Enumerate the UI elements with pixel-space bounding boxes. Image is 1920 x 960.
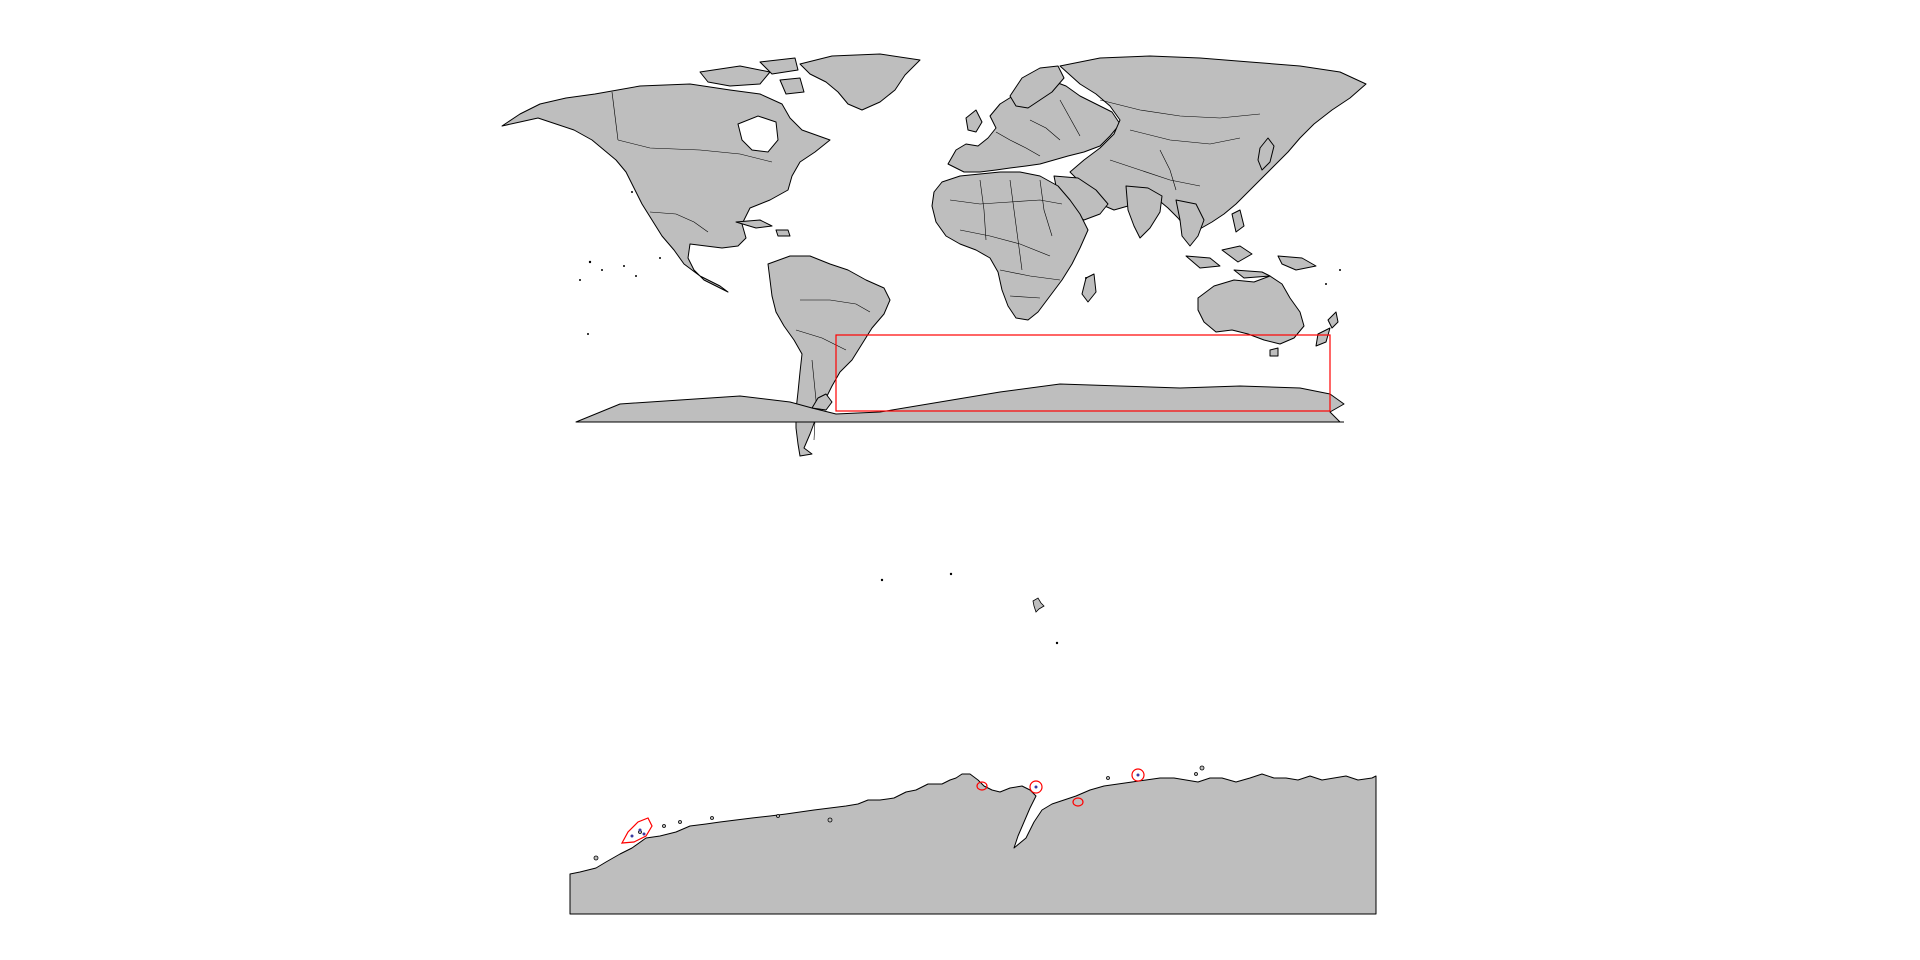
study-site-point	[1136, 773, 1140, 777]
country-border	[949, 199, 1063, 205]
philippines-island	[1231, 209, 1245, 233]
indonesia-island	[1221, 245, 1253, 263]
country-border	[1039, 179, 1053, 237]
arctic-island	[759, 57, 799, 75]
island-speck	[635, 275, 637, 277]
island-speck	[1085, 277, 1087, 279]
country-border	[1099, 99, 1261, 119]
coastal-island	[678, 820, 682, 824]
british-isles	[965, 109, 983, 133]
study-site-ring	[620, 817, 653, 844]
tasmania-island	[1269, 347, 1279, 357]
study-extent-box	[835, 334, 1331, 412]
africa-landmass	[931, 171, 1089, 321]
country-border	[811, 359, 817, 441]
country-border	[611, 91, 619, 141]
country-border	[1029, 119, 1061, 141]
madagascar-island	[1081, 273, 1097, 303]
study-site-ring	[1072, 797, 1084, 807]
coastal-island	[710, 816, 714, 820]
study-site-ring	[976, 781, 988, 791]
coastal-island	[776, 814, 780, 818]
indian-subcontinent	[1125, 185, 1163, 239]
country-border	[800, 299, 871, 313]
subantarctic-island	[880, 578, 884, 582]
country-border	[999, 269, 1061, 281]
country-border	[979, 179, 987, 241]
greenland-landmass	[799, 53, 921, 111]
coastal-island	[1106, 776, 1110, 780]
island-speck	[587, 333, 589, 335]
kerguelen-island	[1032, 597, 1045, 613]
country-border	[649, 211, 709, 233]
coastal-island	[1194, 772, 1198, 776]
country-border	[795, 329, 847, 351]
study-site-point	[1034, 785, 1038, 789]
subantarctic-island	[1055, 641, 1059, 645]
coastal-island	[662, 824, 666, 828]
country-border	[617, 139, 773, 163]
country-border	[1009, 179, 1023, 271]
country-border	[995, 131, 1041, 157]
coastal-island	[827, 817, 833, 823]
country-border	[959, 229, 1051, 257]
scandinavia-landmass	[1009, 65, 1065, 109]
antarctic-peninsula	[811, 393, 833, 411]
antarctica-coastline	[569, 773, 1377, 915]
japan-islands	[1257, 137, 1275, 171]
study-site-point	[630, 834, 634, 838]
arctic-island	[779, 77, 805, 95]
subantarctic-island	[949, 572, 953, 576]
study-site-ring	[1029, 780, 1043, 794]
indonesia-island	[1233, 269, 1271, 279]
island-speck	[601, 269, 603, 271]
hudson-bay	[737, 115, 779, 153]
island-speck	[1339, 269, 1341, 271]
new-zealand-island	[1327, 311, 1339, 329]
new-zealand-island	[1315, 327, 1331, 347]
country-border	[1109, 159, 1201, 187]
island-speck	[579, 279, 581, 281]
caribbean-island	[735, 219, 773, 229]
country-border	[1129, 129, 1241, 145]
antarctic-detail-map	[569, 572, 1377, 915]
caribbean-island	[775, 229, 791, 237]
arctic-island	[699, 65, 771, 87]
australia-landmass	[1197, 275, 1305, 345]
study-site-point	[638, 828, 642, 832]
study-site-ring	[1131, 768, 1145, 782]
country-border	[1009, 295, 1041, 299]
europe-landmass	[947, 79, 1121, 173]
coastal-island	[1199, 765, 1205, 771]
country-border	[1159, 149, 1177, 191]
island-speck	[659, 257, 661, 259]
island-speck	[623, 265, 625, 267]
island-speck	[631, 191, 633, 193]
world-overview-map	[501, 53, 1367, 457]
indonesia-island	[1185, 255, 1221, 269]
study-site-point	[642, 832, 646, 836]
southeast-asia-landmass	[1175, 199, 1205, 247]
antarctica-landmass	[575, 383, 1345, 423]
new-guinea-island	[1277, 255, 1317, 271]
coastal-island	[593, 855, 599, 861]
island-speck	[1325, 283, 1327, 285]
south-america-landmass	[767, 255, 891, 457]
island-speck	[588, 260, 592, 264]
country-border	[1059, 99, 1081, 137]
